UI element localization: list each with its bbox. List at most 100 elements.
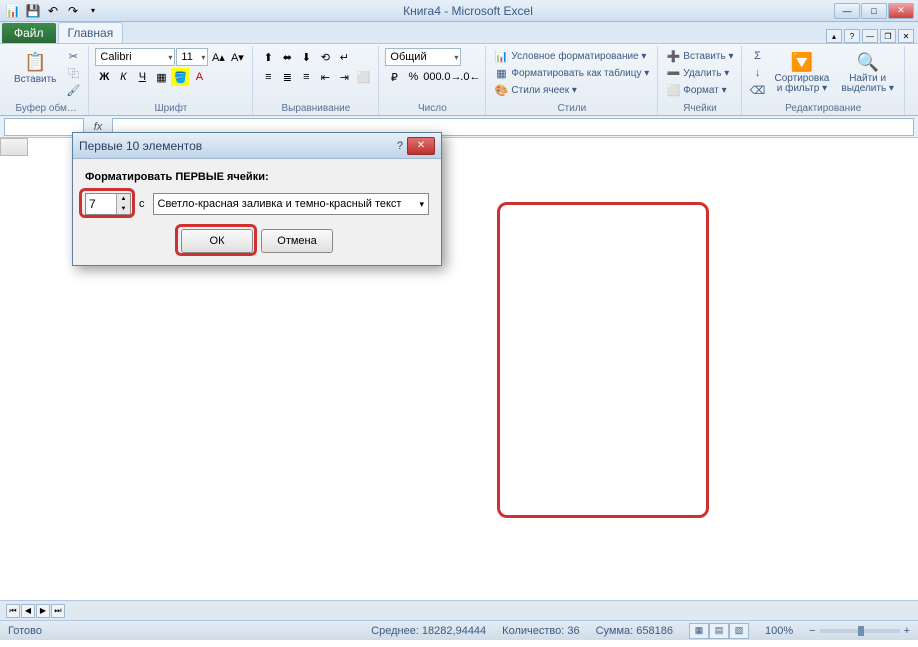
ribbon: 📋 Вставить ✂ ⿻ 🖌 Буфер обм… Calibri 11 A…	[0, 44, 918, 116]
merge-icon[interactable]: ⬜	[354, 68, 372, 86]
sheet-first-icon[interactable]: ⏮	[6, 604, 20, 618]
font-size-combo[interactable]: 11	[176, 48, 208, 66]
format-painter-button[interactable]: 🖌	[64, 82, 82, 98]
redo-icon[interactable]: ↷	[64, 2, 82, 20]
sort-filter-button[interactable]: 🔽 Сортировка и фильтр ▾	[770, 48, 833, 96]
dialog-help-icon[interactable]: ?	[397, 140, 403, 152]
align-top-icon[interactable]: ⬆	[259, 48, 277, 66]
dialog-title: Первые 10 элементов	[79, 139, 397, 153]
zoom-in-icon[interactable]: +	[904, 625, 910, 637]
font-name-combo[interactable]: Calibri	[95, 48, 175, 66]
ribbon-tab-0[interactable]: Главная	[58, 22, 124, 43]
page-layout-icon[interactable]: ▤	[709, 623, 729, 639]
page-break-icon[interactable]: ▧	[729, 623, 749, 639]
excel-icon[interactable]: 📊	[4, 2, 22, 20]
clear-button[interactable]: ⌫	[748, 82, 766, 98]
paste-button[interactable]: 📋 Вставить	[10, 48, 60, 87]
wrap-text-icon[interactable]: ↵	[335, 48, 353, 66]
find-select-button[interactable]: 🔍 Найти и выделить ▾	[837, 48, 898, 96]
bold-button[interactable]: Ж	[95, 68, 113, 86]
editing-group: Σ ↓ ⌫ 🔽 Сортировка и фильтр ▾ 🔍 Найти и …	[742, 46, 904, 115]
number-format-combo[interactable]: Общий	[385, 48, 461, 66]
align-center-icon[interactable]: ≣	[278, 68, 296, 86]
sheet-nav: ⏮ ◀ ▶ ⏭	[6, 604, 65, 618]
table-icon: ▦	[494, 66, 508, 80]
qat-more-icon[interactable]: ▾	[84, 2, 102, 20]
fill-color-button[interactable]: 🪣	[171, 68, 189, 86]
grow-font-icon[interactable]: A▴	[209, 48, 227, 66]
doc-restore-icon[interactable]: ❐	[880, 29, 896, 43]
alignment-group: ⬆ ⬌ ⬇ ⟲ ↵ ≡ ≣ ≡ ⇤ ⇥ ⬜ Выравнивание	[253, 46, 379, 115]
conditional-format-button[interactable]: 📊Условное форматирование ▾	[492, 48, 651, 64]
font-group: Calibri 11 A▴ A▾ Ж К Ч ▦ 🪣 A Шрифт	[89, 46, 253, 115]
title-bar: 📊 💾 ↶ ↷ ▾ Книга4 - Microsoft Excel — □ ✕	[0, 0, 918, 22]
underline-button[interactable]: Ч	[133, 68, 151, 86]
format-table-button[interactable]: ▦Форматировать как таблицу ▾	[492, 65, 651, 81]
sheet-prev-icon[interactable]: ◀	[21, 604, 35, 618]
ok-button[interactable]: ОК	[181, 229, 253, 253]
align-middle-icon[interactable]: ⬌	[278, 48, 296, 66]
delete-icon: ➖	[666, 66, 680, 80]
normal-view-icon[interactable]: ▦	[689, 623, 709, 639]
close-button[interactable]: ✕	[888, 3, 914, 19]
format-cells-button[interactable]: ⬜Формат ▾	[664, 82, 735, 98]
minimize-button[interactable]: —	[834, 3, 860, 19]
cancel-button[interactable]: Отмена	[261, 229, 333, 253]
cond-format-icon: 📊	[494, 49, 508, 63]
file-tab[interactable]: Файл	[2, 23, 56, 43]
copy-button[interactable]: ⿻	[64, 65, 82, 81]
count-input[interactable]	[86, 194, 116, 214]
window-title: Книга4 - Microsoft Excel	[102, 4, 834, 18]
sheet-last-icon[interactable]: ⏭	[51, 604, 65, 618]
cell-styles-button[interactable]: 🎨Стили ячеек ▾	[492, 82, 651, 98]
sheet-next-icon[interactable]: ▶	[36, 604, 50, 618]
maximize-button[interactable]: □	[861, 3, 887, 19]
spin-up-icon[interactable]: ▲	[117, 194, 130, 204]
orientation-icon[interactable]: ⟲	[316, 48, 334, 66]
delete-cells-button[interactable]: ➖Удалить ▾	[664, 65, 735, 81]
copy-icon: ⿻	[66, 66, 80, 80]
quick-access-toolbar: 📊 💾 ↶ ↷ ▾	[4, 2, 102, 20]
format-combo[interactable]: Светло-красная заливка и темно-красный т…	[153, 193, 430, 215]
help-icon[interactable]: ?	[844, 29, 860, 43]
shrink-font-icon[interactable]: A▾	[228, 48, 246, 66]
dialog-close-button[interactable]: ✕	[407, 137, 435, 155]
selection-outline	[497, 202, 709, 518]
currency-icon[interactable]: ₽	[385, 68, 403, 86]
cut-button[interactable]: ✂	[64, 48, 82, 64]
status-sum: Сумма: 658186	[596, 625, 673, 637]
status-average: Среднее: 18282,94444	[371, 625, 486, 637]
spin-down-icon[interactable]: ▼	[117, 204, 130, 214]
zoom-out-icon[interactable]: −	[809, 625, 815, 637]
fill-button[interactable]: ↓	[748, 65, 766, 81]
zoom-level: 100%	[765, 625, 793, 637]
dec-decimal-icon[interactable]: .0←	[461, 68, 479, 86]
count-spinner[interactable]: ▲▼	[85, 193, 131, 215]
save-icon[interactable]: 💾	[24, 2, 42, 20]
border-button[interactable]: ▦	[152, 68, 170, 86]
autosum-button[interactable]: Σ	[748, 48, 766, 64]
ribbon-tabs: Файл Главная ▴ ? — ❐ ✕	[0, 22, 918, 44]
font-color-button[interactable]: A	[190, 68, 208, 86]
align-bottom-icon[interactable]: ⬇	[297, 48, 315, 66]
percent-icon[interactable]: %	[404, 68, 422, 86]
dialog-titlebar[interactable]: Первые 10 элементов ? ✕	[73, 133, 441, 159]
italic-button[interactable]: К	[114, 68, 132, 86]
align-right-icon[interactable]: ≡	[297, 68, 315, 86]
zoom-slider[interactable]	[820, 629, 900, 633]
inc-decimal-icon[interactable]: .0→	[442, 68, 460, 86]
ribbon-minimize-icon[interactable]: ▴	[826, 29, 842, 43]
sheet-tabs: ⏮ ◀ ▶ ⏭	[0, 600, 918, 620]
doc-minimize-icon[interactable]: —	[862, 29, 878, 43]
undo-icon[interactable]: ↶	[44, 2, 62, 20]
comma-icon[interactable]: 000	[423, 68, 441, 86]
styles-icon: 🎨	[494, 83, 508, 97]
insert-cells-button[interactable]: ➕Вставить ▾	[664, 48, 735, 64]
indent-inc-icon[interactable]: ⇥	[335, 68, 353, 86]
select-all-corner[interactable]	[0, 138, 28, 156]
indent-dec-icon[interactable]: ⇤	[316, 68, 334, 86]
top-10-dialog: Первые 10 элементов ? ✕ Форматировать ПЕ…	[72, 132, 442, 266]
doc-close-icon[interactable]: ✕	[898, 29, 914, 43]
align-left-icon[interactable]: ≡	[259, 68, 277, 86]
clipboard-group: 📋 Вставить ✂ ⿻ 🖌 Буфер обм…	[4, 46, 89, 115]
